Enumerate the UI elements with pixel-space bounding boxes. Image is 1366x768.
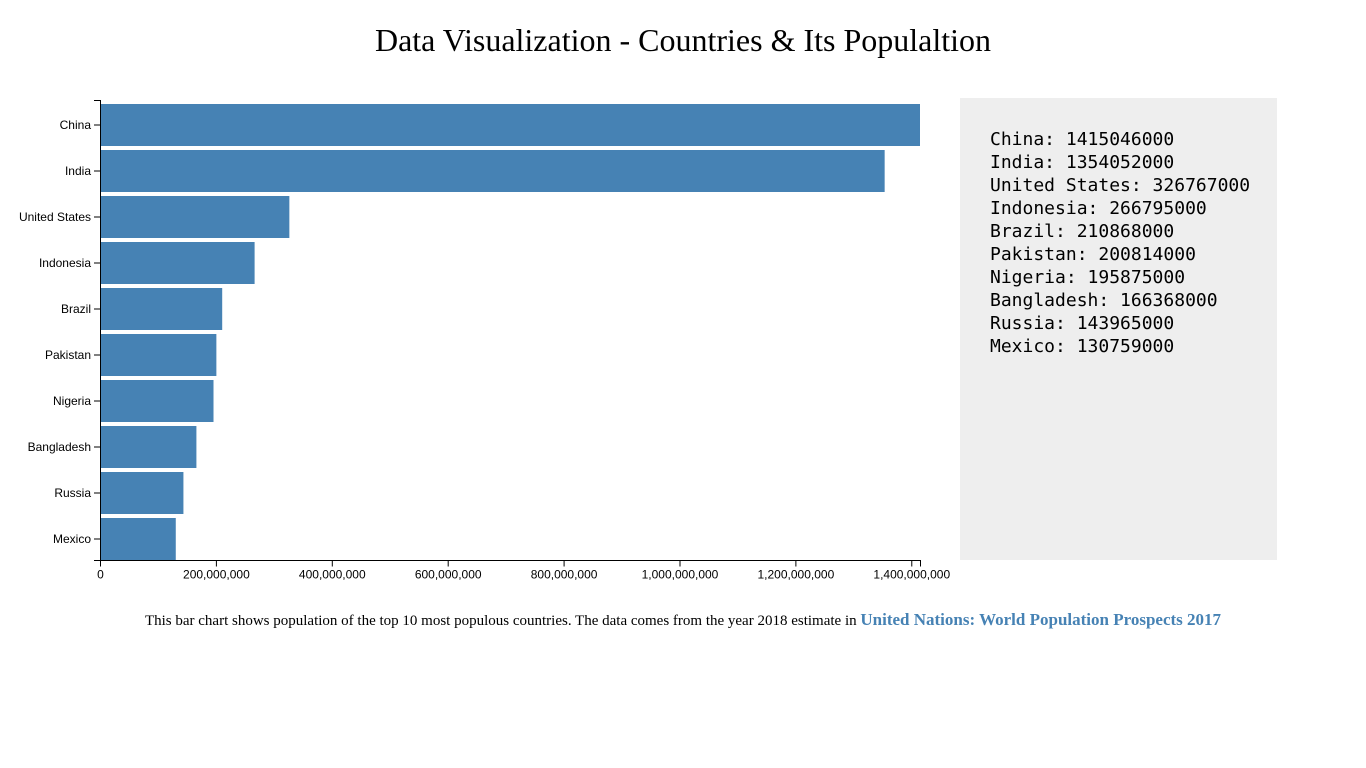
- bar-indonesia: [101, 242, 255, 284]
- population-list-item: Bangladesh: 166368000: [990, 290, 1218, 311]
- y-tick-label: Mexico: [53, 532, 91, 546]
- population-list-item: Brazil: 210868000: [990, 221, 1175, 242]
- population-list-item: China: 1415046000: [990, 129, 1175, 150]
- population-list-item: Nigeria: 195875000: [990, 267, 1186, 288]
- x-tick-label: 1,400,000,000: [873, 568, 950, 582]
- bar-mexico: [101, 518, 176, 560]
- population-list-item: Pakistan: 200814000: [990, 244, 1196, 265]
- x-tick-label: 0: [97, 568, 104, 582]
- bar-pakistan: [101, 334, 217, 376]
- y-tick-label: India: [65, 164, 91, 178]
- y-tick-label: China: [60, 118, 92, 132]
- bar-china: [101, 104, 920, 146]
- chart-caption: This bar chart shows population of the t…: [0, 608, 1366, 633]
- caption-text: This bar chart shows population of the t…: [144, 613, 861, 629]
- population-list: China: 1415046000 India: 1354052000 United…: [990, 128, 1277, 358]
- bar-india: [101, 150, 885, 192]
- population-list-item: Mexico: 130759000: [990, 336, 1175, 357]
- population-bar-chart: China India United States Indonesia Brazil Pa…: [19, 100, 950, 582]
- population-list-item: United States: 326767000: [990, 175, 1251, 196]
- y-tick-label: Russia: [54, 486, 91, 500]
- bar-bangladesh: [101, 426, 197, 468]
- source-link[interactable]: United Nations: World Population Prospec…: [860, 610, 1222, 629]
- x-tick-label: 200,000,000: [183, 568, 250, 582]
- population-list-panel: China: 1415046000 India: 1354052000 United…: [960, 98, 1277, 560]
- y-tick-label: Nigeria: [53, 394, 91, 408]
- y-tick-label: Indonesia: [39, 256, 91, 270]
- page-title: Data Visualization - Countries & Its Pop…: [374, 22, 992, 58]
- x-tick-label: 600,000,000: [415, 568, 482, 582]
- bar-brazil: [101, 288, 223, 330]
- population-list-item: India: 1354052000: [990, 152, 1175, 173]
- x-tick-label: 1,000,000,000: [642, 568, 719, 582]
- y-tick-label: Pakistan: [45, 348, 91, 362]
- x-tick-label: 1,200,000,000: [758, 568, 835, 582]
- x-tick-label: 800,000,000: [531, 568, 598, 582]
- y-tick-label: Bangladesh: [28, 440, 91, 454]
- bar-russia: [101, 472, 184, 514]
- population-list-item: Indonesia: 266795000: [990, 198, 1207, 219]
- y-tick-label: Brazil: [61, 302, 91, 316]
- bar-nigeria: [101, 380, 214, 422]
- y-axis-line: [94, 100, 101, 561]
- x-axis-line: [100, 560, 921, 567]
- population-list-item: Russia: 143965000: [990, 313, 1175, 334]
- y-tick-label: United States: [19, 210, 91, 224]
- bar-united-states: [101, 196, 290, 238]
- x-tick-label: 400,000,000: [299, 568, 366, 582]
